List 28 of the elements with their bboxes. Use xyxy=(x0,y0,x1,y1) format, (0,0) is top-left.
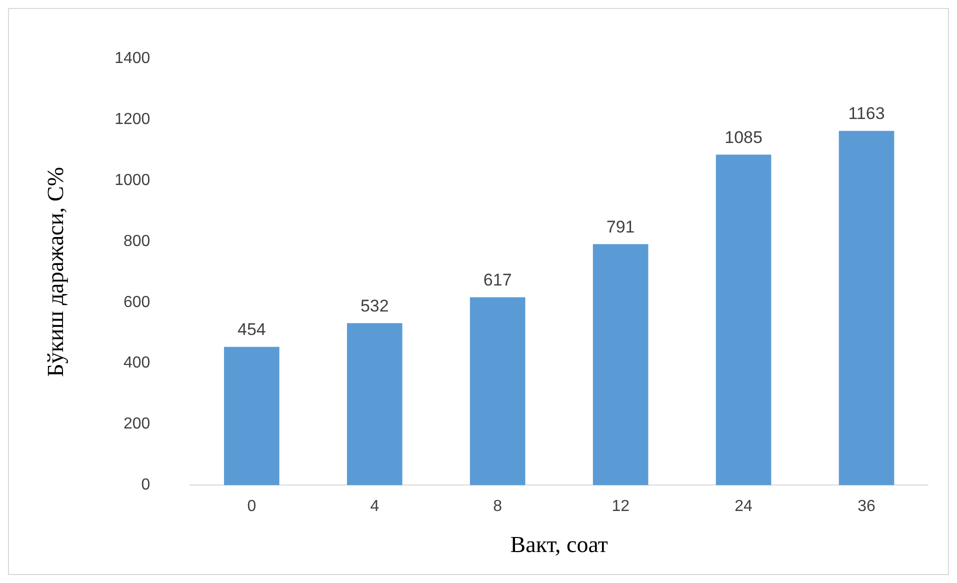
data-label: 617 xyxy=(483,270,512,290)
data-label: 791 xyxy=(606,217,635,236)
y-tick-label: 1200 xyxy=(114,110,150,128)
bar xyxy=(592,244,648,486)
y-axis-title: Бўкиш даражаси, С% xyxy=(42,166,68,377)
bar xyxy=(838,130,894,486)
y-tick-label: 600 xyxy=(123,294,150,311)
bar xyxy=(470,297,526,486)
data-label: 532 xyxy=(360,296,389,316)
y-tick-label: 800 xyxy=(123,232,150,250)
y-tick-label: 0 xyxy=(141,476,150,494)
x-tick-label: 24 xyxy=(734,498,753,516)
bar xyxy=(346,323,402,486)
x-tick-label: 4 xyxy=(370,498,380,516)
y-tick-label: 200 xyxy=(123,416,150,433)
y-tick-label: 400 xyxy=(123,354,150,372)
y-tick-label: 1000 xyxy=(114,172,150,189)
data-label: 454 xyxy=(237,320,266,340)
x-tick-label: 12 xyxy=(612,498,630,516)
y-tick-label: 1400 xyxy=(114,50,150,68)
bar xyxy=(224,346,280,486)
data-label: 1163 xyxy=(848,104,885,124)
data-label: 1085 xyxy=(724,128,762,147)
x-tick-label: 0 xyxy=(247,498,256,516)
x-tick-label: 36 xyxy=(858,498,876,516)
x-tick-label: 8 xyxy=(493,498,502,516)
bar xyxy=(716,154,772,486)
x-axis-title: Вакт, соат xyxy=(510,532,608,558)
